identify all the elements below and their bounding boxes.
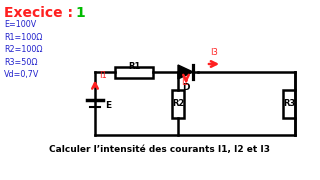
Text: R1=100Ω: R1=100Ω bbox=[4, 33, 42, 42]
Polygon shape bbox=[178, 65, 193, 79]
Text: Vd=0,7V: Vd=0,7V bbox=[4, 70, 39, 79]
Text: 1: 1 bbox=[75, 6, 85, 20]
Bar bbox=[283, 89, 295, 118]
Text: E: E bbox=[105, 101, 111, 110]
Text: Execice :: Execice : bbox=[4, 6, 78, 20]
Text: D: D bbox=[182, 83, 189, 92]
Text: R2=100Ω: R2=100Ω bbox=[4, 45, 43, 54]
Text: Calculer l’intensité des courants I1, I2 et I3: Calculer l’intensité des courants I1, I2… bbox=[50, 145, 270, 154]
Text: I1: I1 bbox=[99, 71, 107, 80]
Bar bbox=[172, 89, 184, 118]
Text: I2: I2 bbox=[181, 78, 189, 87]
Text: R1: R1 bbox=[128, 62, 140, 71]
Text: I3: I3 bbox=[210, 48, 218, 57]
Text: R2: R2 bbox=[172, 99, 184, 108]
Text: E=100V: E=100V bbox=[4, 20, 36, 29]
Bar bbox=[115, 66, 153, 78]
Text: R3: R3 bbox=[283, 99, 295, 108]
Text: R3=50Ω: R3=50Ω bbox=[4, 58, 37, 67]
